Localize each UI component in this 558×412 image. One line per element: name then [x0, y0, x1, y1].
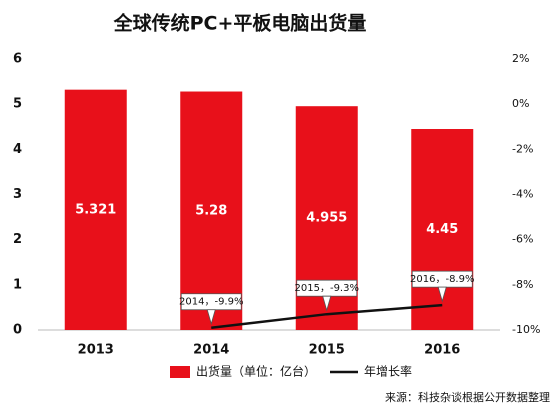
y-tick-label: 4	[13, 142, 22, 157]
legend-swatch	[170, 366, 190, 378]
y-tick-label: 0	[13, 323, 22, 338]
bar-value-label: 4.45	[426, 222, 458, 237]
line	[211, 303, 443, 329]
x-tick-label: 2015	[309, 343, 345, 358]
annotation-pointer	[322, 295, 332, 312]
annotation-label: 2015，-9.3%	[295, 283, 359, 294]
bar-value-label: 5.28	[195, 203, 227, 218]
y2-tick-label: -8%	[512, 278, 533, 291]
y2-tick-label: -6%	[512, 233, 533, 246]
annotation-label: 2014，-9.9%	[179, 297, 243, 308]
y2-tick-label: -4%	[512, 188, 533, 201]
annotation-pointer	[206, 309, 216, 326]
y2-tick-label: -2%	[512, 142, 533, 155]
bar	[64, 89, 127, 330]
bar-value-label: 4.955	[306, 211, 347, 226]
annotation-pointer	[437, 286, 447, 303]
source: 来源：科技杂谈根据公开数据整理	[385, 390, 550, 404]
x-tick-label: 2016	[424, 343, 460, 358]
y-tick-label: 2	[13, 232, 22, 247]
y2-tick-label: -10%	[512, 323, 540, 336]
y2-tick-label: 2%	[512, 52, 529, 65]
y-tick-label: 5	[13, 97, 22, 112]
y-tick-label: 1	[13, 277, 22, 292]
y-tick-label: 3	[13, 187, 22, 202]
bar	[180, 91, 243, 331]
legend-label: 出货量（单位：亿台）	[196, 364, 316, 379]
legend-label: 年增长率	[364, 364, 412, 379]
chart-title: 全球传统PC+平板电脑出货量	[113, 12, 367, 35]
y-tick-label: 6	[13, 52, 22, 67]
x-tick-label: 2013	[78, 343, 114, 358]
annotation-label: 2016，-8.9%	[410, 274, 474, 285]
y2-tick-label: 0%	[512, 97, 529, 110]
bar-value-label: 5.321	[75, 202, 116, 217]
x-tick-label: 2014	[193, 343, 229, 358]
